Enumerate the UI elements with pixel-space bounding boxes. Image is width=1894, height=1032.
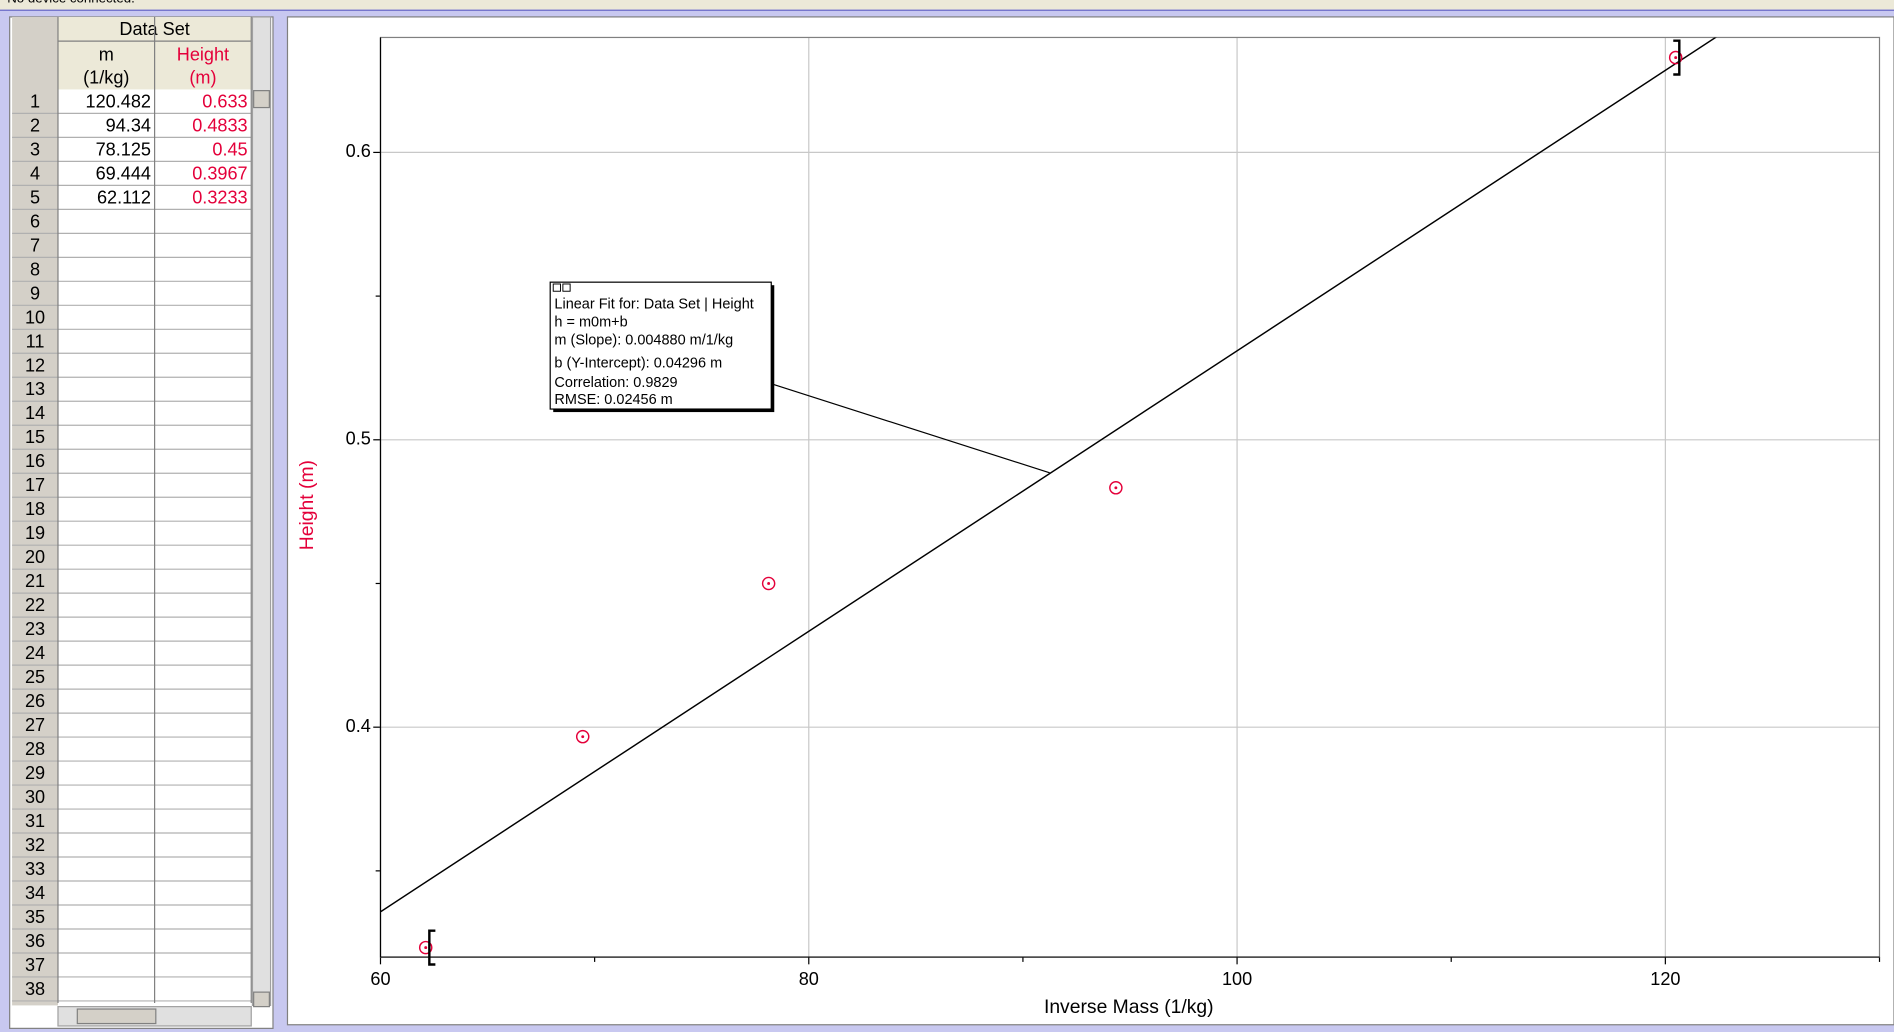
row-number: 5	[30, 187, 40, 207]
row-number: 29	[25, 763, 45, 783]
scroll-down-button[interactable]	[253, 991, 270, 1008]
fit-text: h = m0m+b	[554, 314, 627, 330]
x-tick-label: 80	[799, 969, 819, 989]
status-bar	[0, 0, 1894, 10]
fit-leader	[772, 383, 1050, 474]
row-number: 25	[25, 667, 45, 687]
fit-text: b (Y-Intercept): 0.04296 m	[554, 356, 722, 372]
fit-line	[380, 37, 1717, 913]
cell: 0.4833	[192, 115, 247, 135]
row-number: 13	[25, 379, 45, 399]
row-number: 12	[25, 355, 45, 375]
column-unit: (1/kg)	[83, 67, 129, 87]
y-tick-label: 0.6	[346, 141, 371, 161]
cell: 62.112	[97, 187, 151, 207]
cell: 78.125	[96, 139, 151, 159]
row-number: 31	[25, 811, 45, 831]
fit-text: RMSE: 0.02456 m	[554, 392, 672, 408]
row-number: 1	[30, 91, 40, 111]
fit-box-options[interactable]	[562, 283, 571, 292]
y-tick-label: 0.5	[346, 429, 371, 449]
row-number: 9	[30, 283, 40, 303]
vertical-scrollbar	[251, 16, 272, 1007]
row-number: 11	[26, 331, 45, 351]
row-number: 16	[25, 451, 45, 471]
row-number: 3	[30, 139, 40, 159]
scroll-thumb[interactable]	[76, 1008, 157, 1025]
y-tick-label: 0.4	[346, 716, 371, 736]
fit-text: m (Slope): 0.004880 m/1/kg	[554, 333, 733, 349]
data-point	[1109, 481, 1123, 495]
row-number: 15	[25, 427, 45, 447]
cell: 0.45	[212, 139, 247, 159]
row-number: 21	[25, 571, 45, 591]
point-center	[581, 735, 585, 739]
cell: 0.633	[202, 91, 247, 111]
point-center	[1674, 56, 1678, 60]
row-number: 7	[30, 235, 40, 255]
row-number: 20	[25, 547, 45, 567]
fit-text: Correlation: 0.9829	[554, 375, 677, 391]
row-number: 30	[25, 787, 45, 807]
cell: 69.444	[96, 163, 151, 183]
x-tick-label: 120	[1650, 969, 1680, 989]
cell: 94.34	[106, 115, 151, 135]
row-number: 19	[25, 523, 45, 543]
row-number: 34	[25, 883, 45, 903]
row-number: 10	[25, 307, 45, 327]
y-axis-label: Height (m)	[297, 460, 318, 550]
row-number: 36	[25, 931, 45, 951]
fit-text: Linear Fit for: Data Set | Height	[554, 296, 753, 312]
range-bracket-left	[428, 929, 436, 966]
row-number: 26	[25, 691, 45, 711]
row-number: 38	[25, 979, 45, 999]
fit-box-close[interactable]	[552, 283, 561, 292]
scroll-up-button[interactable]	[253, 90, 270, 109]
row-number: 23	[25, 619, 45, 639]
row-number: 2	[30, 115, 40, 135]
cell: 0.3233	[192, 187, 247, 207]
row-number: 35	[25, 907, 45, 927]
x-tick-label: 100	[1222, 969, 1252, 989]
data-point	[575, 729, 590, 744]
column-unit: (m)	[189, 67, 216, 87]
cell: 120.482	[86, 91, 151, 111]
fit-box	[549, 281, 772, 410]
point-center	[767, 582, 771, 585]
point-center	[424, 946, 428, 950]
row-number: 28	[25, 739, 45, 759]
row-number: 24	[25, 643, 45, 663]
range-bracket-right	[1673, 39, 1681, 76]
column-name: m	[99, 44, 114, 64]
data-point	[418, 940, 433, 955]
row-number: 18	[25, 499, 45, 519]
data-point	[761, 576, 776, 591]
x-tick-label: 60	[370, 969, 390, 989]
row-number: 4	[30, 163, 40, 183]
row-number: 37	[25, 955, 45, 975]
row-number: 32	[25, 835, 45, 855]
point-center	[1114, 486, 1118, 490]
graph-panel	[286, 16, 1894, 1026]
row-number: 17	[25, 475, 45, 495]
data-point	[1668, 50, 1683, 65]
status-text: No device connected.	[7, 0, 135, 5]
row-number: 27	[25, 715, 45, 735]
row-number: 14	[25, 403, 45, 423]
x-axis-label: Inverse Mass (1/kg)	[1044, 997, 1214, 1018]
row-number: 33	[25, 859, 45, 879]
row-number: 8	[30, 259, 40, 279]
row-header-column	[12, 16, 58, 1006]
cell: 0.3967	[192, 163, 247, 183]
row-number: 6	[30, 211, 40, 231]
column-name: Height	[177, 44, 229, 64]
row-number: 22	[25, 595, 45, 615]
